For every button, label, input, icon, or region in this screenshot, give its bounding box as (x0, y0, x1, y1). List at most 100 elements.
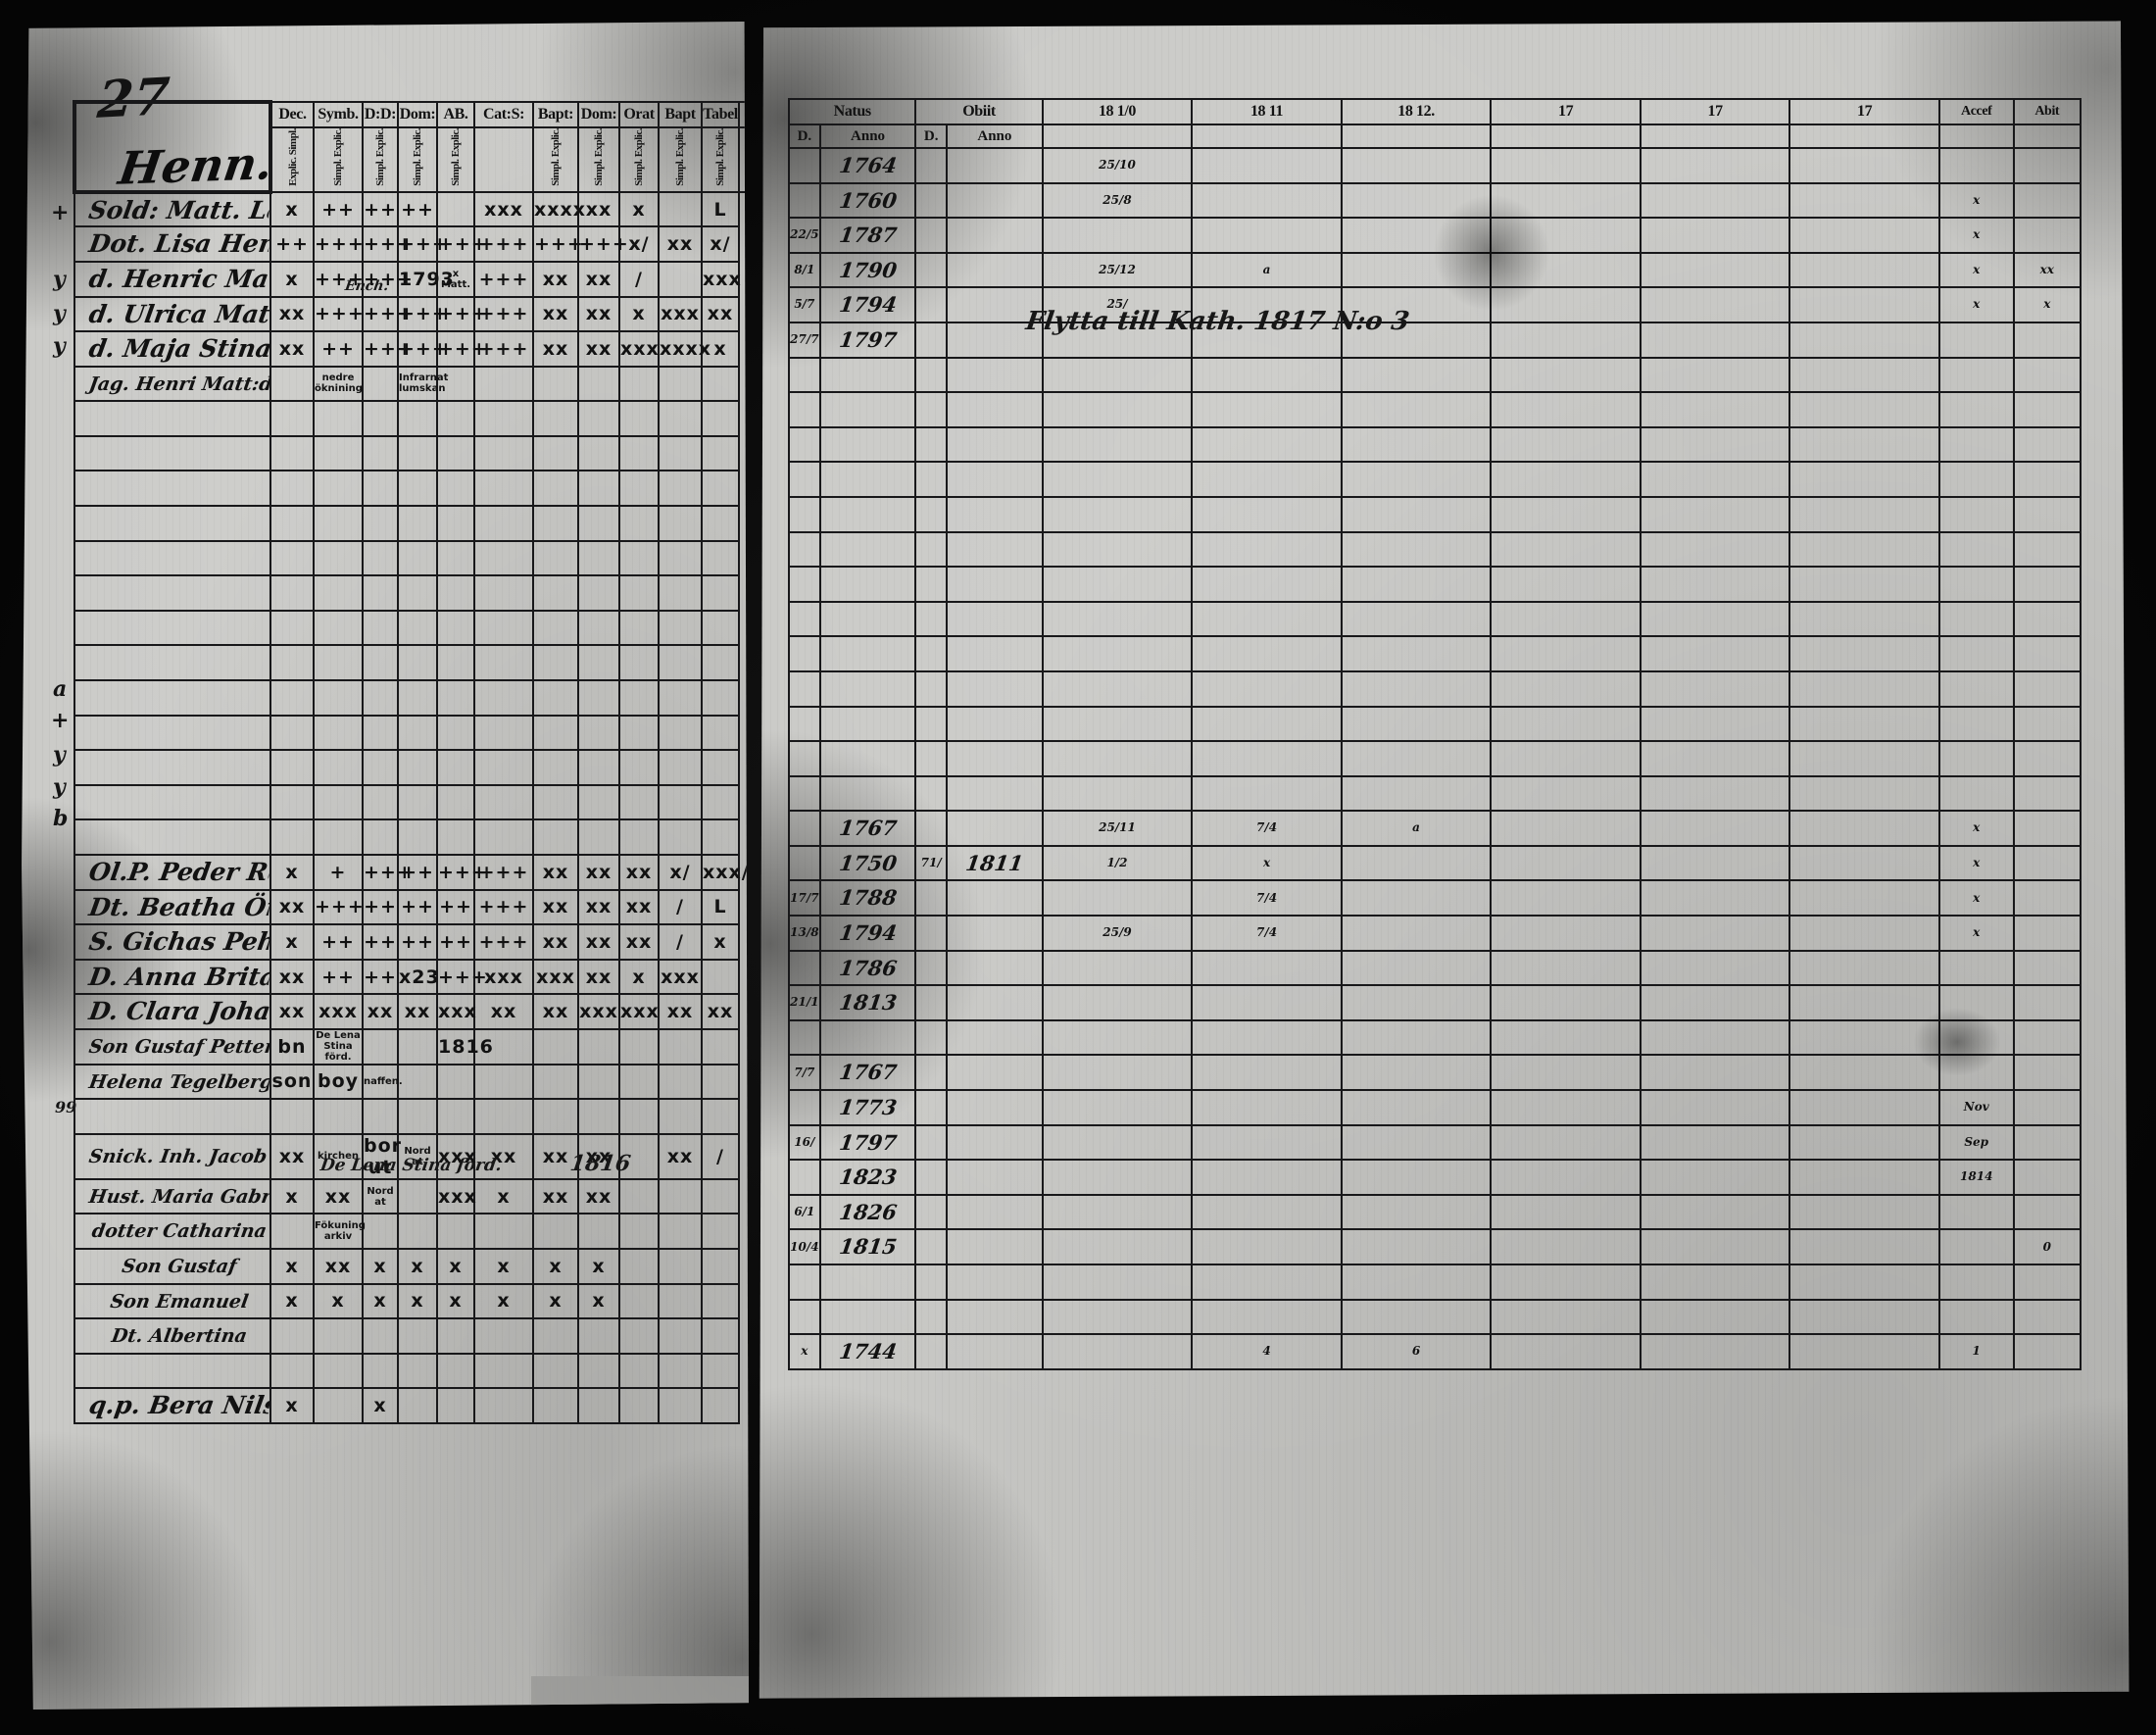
mark-cell[interactable]: xx (658, 1132, 703, 1180)
empty-cell[interactable] (313, 749, 364, 786)
right-cell-natus[interactable]: 1773 (817, 1090, 918, 1125)
right-cell-natus[interactable]: 1750 (817, 845, 918, 881)
right-cell-frac[interactable] (1041, 1089, 1194, 1126)
empty-cell[interactable] (914, 425, 949, 464)
mark-cell[interactable] (658, 1063, 703, 1101)
mark-cell[interactable] (658, 190, 703, 228)
empty-cell[interactable] (473, 539, 534, 577)
empty-cell[interactable] (473, 749, 534, 786)
empty-cell[interactable] (577, 505, 620, 542)
right-cell-accef[interactable] (1937, 147, 2015, 184)
table-row-empty[interactable] (788, 1298, 2082, 1336)
right-cell-accef[interactable]: x (1937, 181, 2015, 220)
right-cell-c5[interactable] (1639, 147, 1791, 184)
right-cell-obiit_d[interactable] (914, 984, 949, 1021)
empty-cell[interactable] (914, 391, 949, 428)
empty-cell[interactable] (788, 635, 821, 672)
empty-cell[interactable] (577, 470, 620, 508)
empty-cell[interactable] (1191, 705, 1343, 743)
empty-cell[interactable] (1340, 635, 1493, 672)
right-cell-obiit[interactable] (944, 1055, 1046, 1091)
right-cell-c5[interactable] (1639, 321, 1791, 359)
empty-cell[interactable] (436, 1352, 475, 1390)
mark-cell[interactable] (313, 1098, 364, 1135)
mark-cell[interactable]: xx (577, 923, 620, 961)
empty-cell[interactable] (914, 566, 949, 603)
empty-cell[interactable] (914, 705, 949, 743)
empty-cell[interactable] (1041, 391, 1194, 428)
table-row[interactable]: Dt. Beatha Öre: xx +++ ++ ++ ++ +++ xx xx xx / L (72, 888, 749, 926)
empty-cell[interactable] (270, 574, 315, 612)
right-cell-accef[interactable] (1937, 321, 2015, 359)
mark-cell[interactable] (577, 1213, 620, 1250)
empty-cell[interactable] (818, 566, 917, 603)
right-cell-c4[interactable] (1490, 251, 1642, 289)
empty-cell[interactable] (1788, 774, 1940, 813)
right-cell-obiit[interactable] (944, 1019, 1046, 1056)
mark-cell[interactable]: xxx (701, 260, 741, 298)
right-cell-obiit_d[interactable] (914, 1054, 949, 1092)
right-cell-natus[interactable]: 1764 (817, 148, 918, 183)
empty-cell[interactable] (74, 714, 271, 752)
empty-cell[interactable] (701, 749, 740, 786)
right-cell-c2[interactable]: a (1191, 251, 1343, 289)
table-row[interactable]: 7/7 1767 (788, 1054, 2082, 1092)
right-cell-c4[interactable] (1490, 1123, 1642, 1162)
mark-cell[interactable] (618, 1213, 660, 1250)
mark-cell[interactable] (577, 1387, 620, 1424)
mark-cell[interactable] (618, 1282, 660, 1320)
empty-cell[interactable] (2012, 1264, 2082, 1301)
empty-cell[interactable] (436, 714, 475, 752)
right-cell-obiit[interactable] (944, 148, 1046, 183)
mark-cell[interactable]: xx (658, 993, 703, 1030)
table-row[interactable]: Hust. Maria Gabriels x xx Nord at xxx x xx xx (72, 1177, 749, 1215)
empty-cell[interactable] (313, 539, 364, 577)
empty-cell[interactable] (914, 356, 949, 394)
mark-cell[interactable]: xx (270, 958, 315, 996)
empty-cell[interactable] (397, 749, 438, 786)
mark-cell[interactable]: xx (270, 295, 315, 333)
person-name-cell[interactable]: Snick. Inh. Jacob Johs (71, 1133, 274, 1179)
right-cell-natus[interactable]: 1794 (817, 287, 918, 322)
empty-cell[interactable] (818, 356, 917, 394)
mark-cell[interactable]: x (397, 1282, 438, 1320)
empty-cell[interactable] (701, 714, 740, 752)
table-row[interactable]: Son Gustaf Petters bn De Lena Stina förd. 1… (72, 1027, 749, 1066)
right-cell-frac[interactable] (1041, 1228, 1194, 1265)
empty-cell[interactable] (788, 566, 821, 603)
empty-cell[interactable] (1490, 1264, 1642, 1301)
mark-cell[interactable] (397, 1387, 438, 1424)
table-row-empty[interactable] (788, 461, 2082, 498)
empty-cell[interactable] (577, 679, 620, 717)
empty-cell[interactable] (1041, 461, 1194, 498)
right-cell-c2[interactable] (1191, 949, 1343, 987)
empty-cell[interactable] (397, 609, 438, 647)
mark-cell[interactable]: xx (701, 295, 740, 333)
empty-cell[interactable] (436, 783, 475, 821)
empty-cell[interactable] (1639, 391, 1791, 428)
empty-cell[interactable] (532, 609, 579, 647)
empty-cell[interactable] (701, 574, 740, 612)
mark-cell[interactable] (436, 1213, 475, 1250)
empty-cell[interactable] (946, 740, 1044, 777)
empty-cell[interactable] (1639, 635, 1791, 672)
right-cell-accef[interactable]: x (1937, 879, 2015, 917)
right-cell-abit[interactable] (2012, 844, 2082, 882)
mark-cell[interactable]: xxx (577, 993, 620, 1030)
empty-cell[interactable] (914, 669, 949, 708)
empty-cell[interactable] (74, 470, 271, 508)
empty-cell[interactable] (1041, 740, 1194, 777)
right-cell-d[interactable] (788, 949, 821, 987)
empty-cell[interactable] (2012, 425, 2082, 464)
right-cell-c6[interactable] (1788, 251, 1940, 289)
mark-cell[interactable]: x (618, 190, 660, 228)
empty-cell[interactable] (1041, 566, 1194, 603)
right-cell-obiit[interactable] (944, 182, 1046, 219)
empty-cell[interactable] (1340, 669, 1493, 708)
empty-cell[interactable] (473, 505, 534, 542)
empty-cell[interactable] (532, 434, 579, 472)
mark-cell[interactable] (473, 1213, 534, 1250)
mark-cell[interactable]: / (701, 1132, 740, 1180)
empty-cell[interactable] (270, 679, 315, 717)
mark-cell[interactable]: xx (532, 295, 579, 333)
